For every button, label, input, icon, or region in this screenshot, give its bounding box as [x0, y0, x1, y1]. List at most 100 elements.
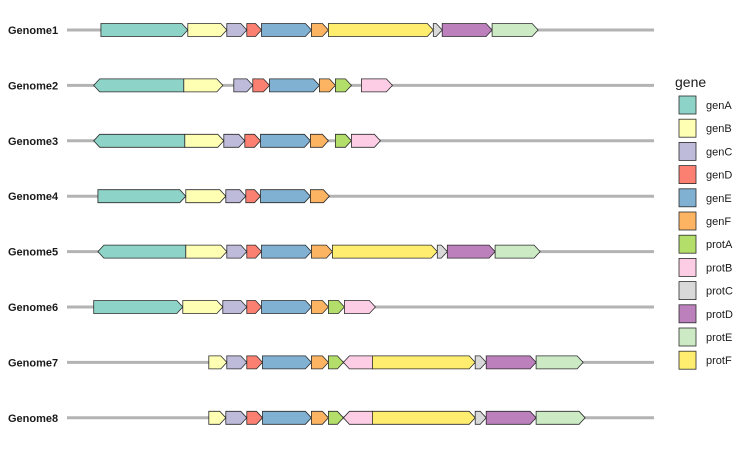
legend-key-genD	[678, 165, 697, 185]
genome-row: Genome7	[8, 355, 654, 370]
genome-label: Genome2	[8, 80, 58, 92]
gene-arrow-genD	[246, 23, 263, 37]
gene-arrow-genD	[245, 189, 262, 204]
gene-arrow-genA	[93, 133, 186, 148]
gene-arrow-genC	[226, 244, 248, 259]
gene-arrow-genF	[310, 300, 329, 314]
gene-arrow-genC	[226, 355, 248, 370]
gene-arrow-genC	[222, 300, 248, 314]
gene-arrow-genF	[318, 78, 336, 93]
gene-arrow-protF	[327, 23, 434, 37]
gene-arrow-genB	[185, 244, 228, 259]
gene-arrow-genC	[226, 23, 248, 37]
gene-arrow-genD	[246, 410, 264, 425]
gene-arrow-genB	[184, 133, 225, 148]
gene-arrow-genE	[260, 189, 311, 204]
legend-entry: protD	[678, 304, 733, 324]
gene-arrow-genA	[93, 300, 184, 314]
gene-arrow-genF	[310, 23, 329, 37]
legend-label: genF	[706, 216, 731, 228]
genome-label: Genome5	[8, 247, 58, 259]
gene-arrow-genD	[246, 355, 264, 370]
legend-label: protE	[706, 332, 732, 344]
genome-row: Genome6	[8, 300, 654, 314]
gene-arrow-genC	[225, 189, 247, 204]
legend-entry: genA	[678, 95, 732, 115]
legend-key-genC	[678, 141, 697, 161]
gene-arrow-protD	[485, 410, 537, 425]
legend-entry: genE	[678, 188, 732, 208]
genome-row: Genome2	[8, 78, 654, 93]
legend-title: gene	[675, 74, 706, 90]
gene-arrow-genE	[261, 300, 312, 314]
legend-entry: protC	[678, 281, 733, 301]
gene-arrow-genE	[260, 133, 311, 148]
genome-label: Genome8	[8, 413, 58, 425]
legend-entry: protF	[678, 350, 732, 370]
genome-tracks: Genome1 Genome2 Genome3 Genome4 Genome5 Genom…	[8, 23, 654, 425]
legend-key-protB	[678, 257, 697, 277]
gene-arrow-genA	[97, 244, 187, 259]
genome-label: Genome1	[8, 25, 58, 37]
gene-arrow-protA	[327, 300, 345, 314]
gene-arrow-genB	[183, 78, 224, 93]
gene-arrow-genE	[269, 78, 320, 93]
gene-arrow-protB	[350, 133, 381, 148]
legend-entry: protB	[678, 257, 732, 277]
gene-arrow-protA	[327, 410, 344, 425]
legend-entry: protA	[678, 234, 733, 254]
gene-arrow-genF	[310, 244, 333, 259]
gene-arrow-protE	[491, 23, 539, 37]
genome-row: Genome5	[8, 244, 654, 259]
gene-arrow-genE	[262, 410, 312, 425]
legend: gene genA genB genC genD genE genF protA protB p…	[675, 74, 733, 370]
legend-label: protA	[706, 239, 733, 251]
gene-arrow-genC	[223, 133, 246, 148]
genome-label: Genome3	[8, 136, 58, 148]
gene-arrow-protF	[371, 410, 476, 425]
gene-arrow-protD	[446, 244, 496, 259]
gene-arrow-genD	[244, 133, 262, 148]
genome-row: Genome4	[8, 189, 654, 204]
legend-key-protE	[678, 327, 697, 347]
gene-arrow-protC	[432, 23, 443, 37]
gene-arrow-genC	[225, 410, 248, 425]
legend-label: protF	[706, 355, 732, 367]
genome-row: Genome3	[8, 133, 654, 148]
gene-arrow-genD	[252, 78, 271, 93]
gene-arrow-genB	[187, 23, 228, 37]
gene-arrow-protD	[485, 355, 537, 370]
gene-arrow-genF	[309, 189, 330, 204]
gene-arrow-protB	[343, 300, 376, 314]
genome-label: Genome6	[8, 302, 58, 314]
gene-arrow-genD	[246, 300, 263, 314]
legend-key-genE	[678, 188, 697, 208]
legend-label: protD	[706, 309, 733, 321]
gene-arrow-protB	[360, 78, 393, 93]
genome-row: Genome8	[8, 410, 654, 425]
gene-arrow-genA	[97, 189, 187, 204]
legend-entry: genB	[678, 118, 732, 138]
gene-arrow-genE	[262, 355, 312, 370]
gene-arrow-genE	[261, 244, 312, 259]
gene-arrow-genB	[208, 410, 227, 425]
gene-arrow-genF	[310, 410, 329, 425]
gene-arrow-protF	[331, 244, 438, 259]
gene-arrow-genC	[233, 78, 254, 93]
genome-label: Genome7	[8, 357, 58, 369]
gene-arrow-protE	[535, 355, 584, 370]
legend-key-protC	[678, 281, 697, 301]
gene-arrow-protC	[474, 410, 487, 425]
legend-key-protD	[678, 304, 697, 324]
legend-label: genE	[706, 193, 732, 205]
gene-arrow-protC	[474, 355, 487, 370]
legend-label: protC	[706, 286, 733, 298]
legend-entry: genF	[678, 211, 731, 231]
gene-arrow-genB	[185, 189, 227, 204]
gene-arrow-genA	[100, 23, 189, 37]
gene-arrow-genB	[208, 355, 228, 370]
legend-entry: genC	[678, 141, 732, 161]
legend-label: genA	[706, 100, 732, 112]
gene-arrow-genE	[261, 23, 312, 37]
